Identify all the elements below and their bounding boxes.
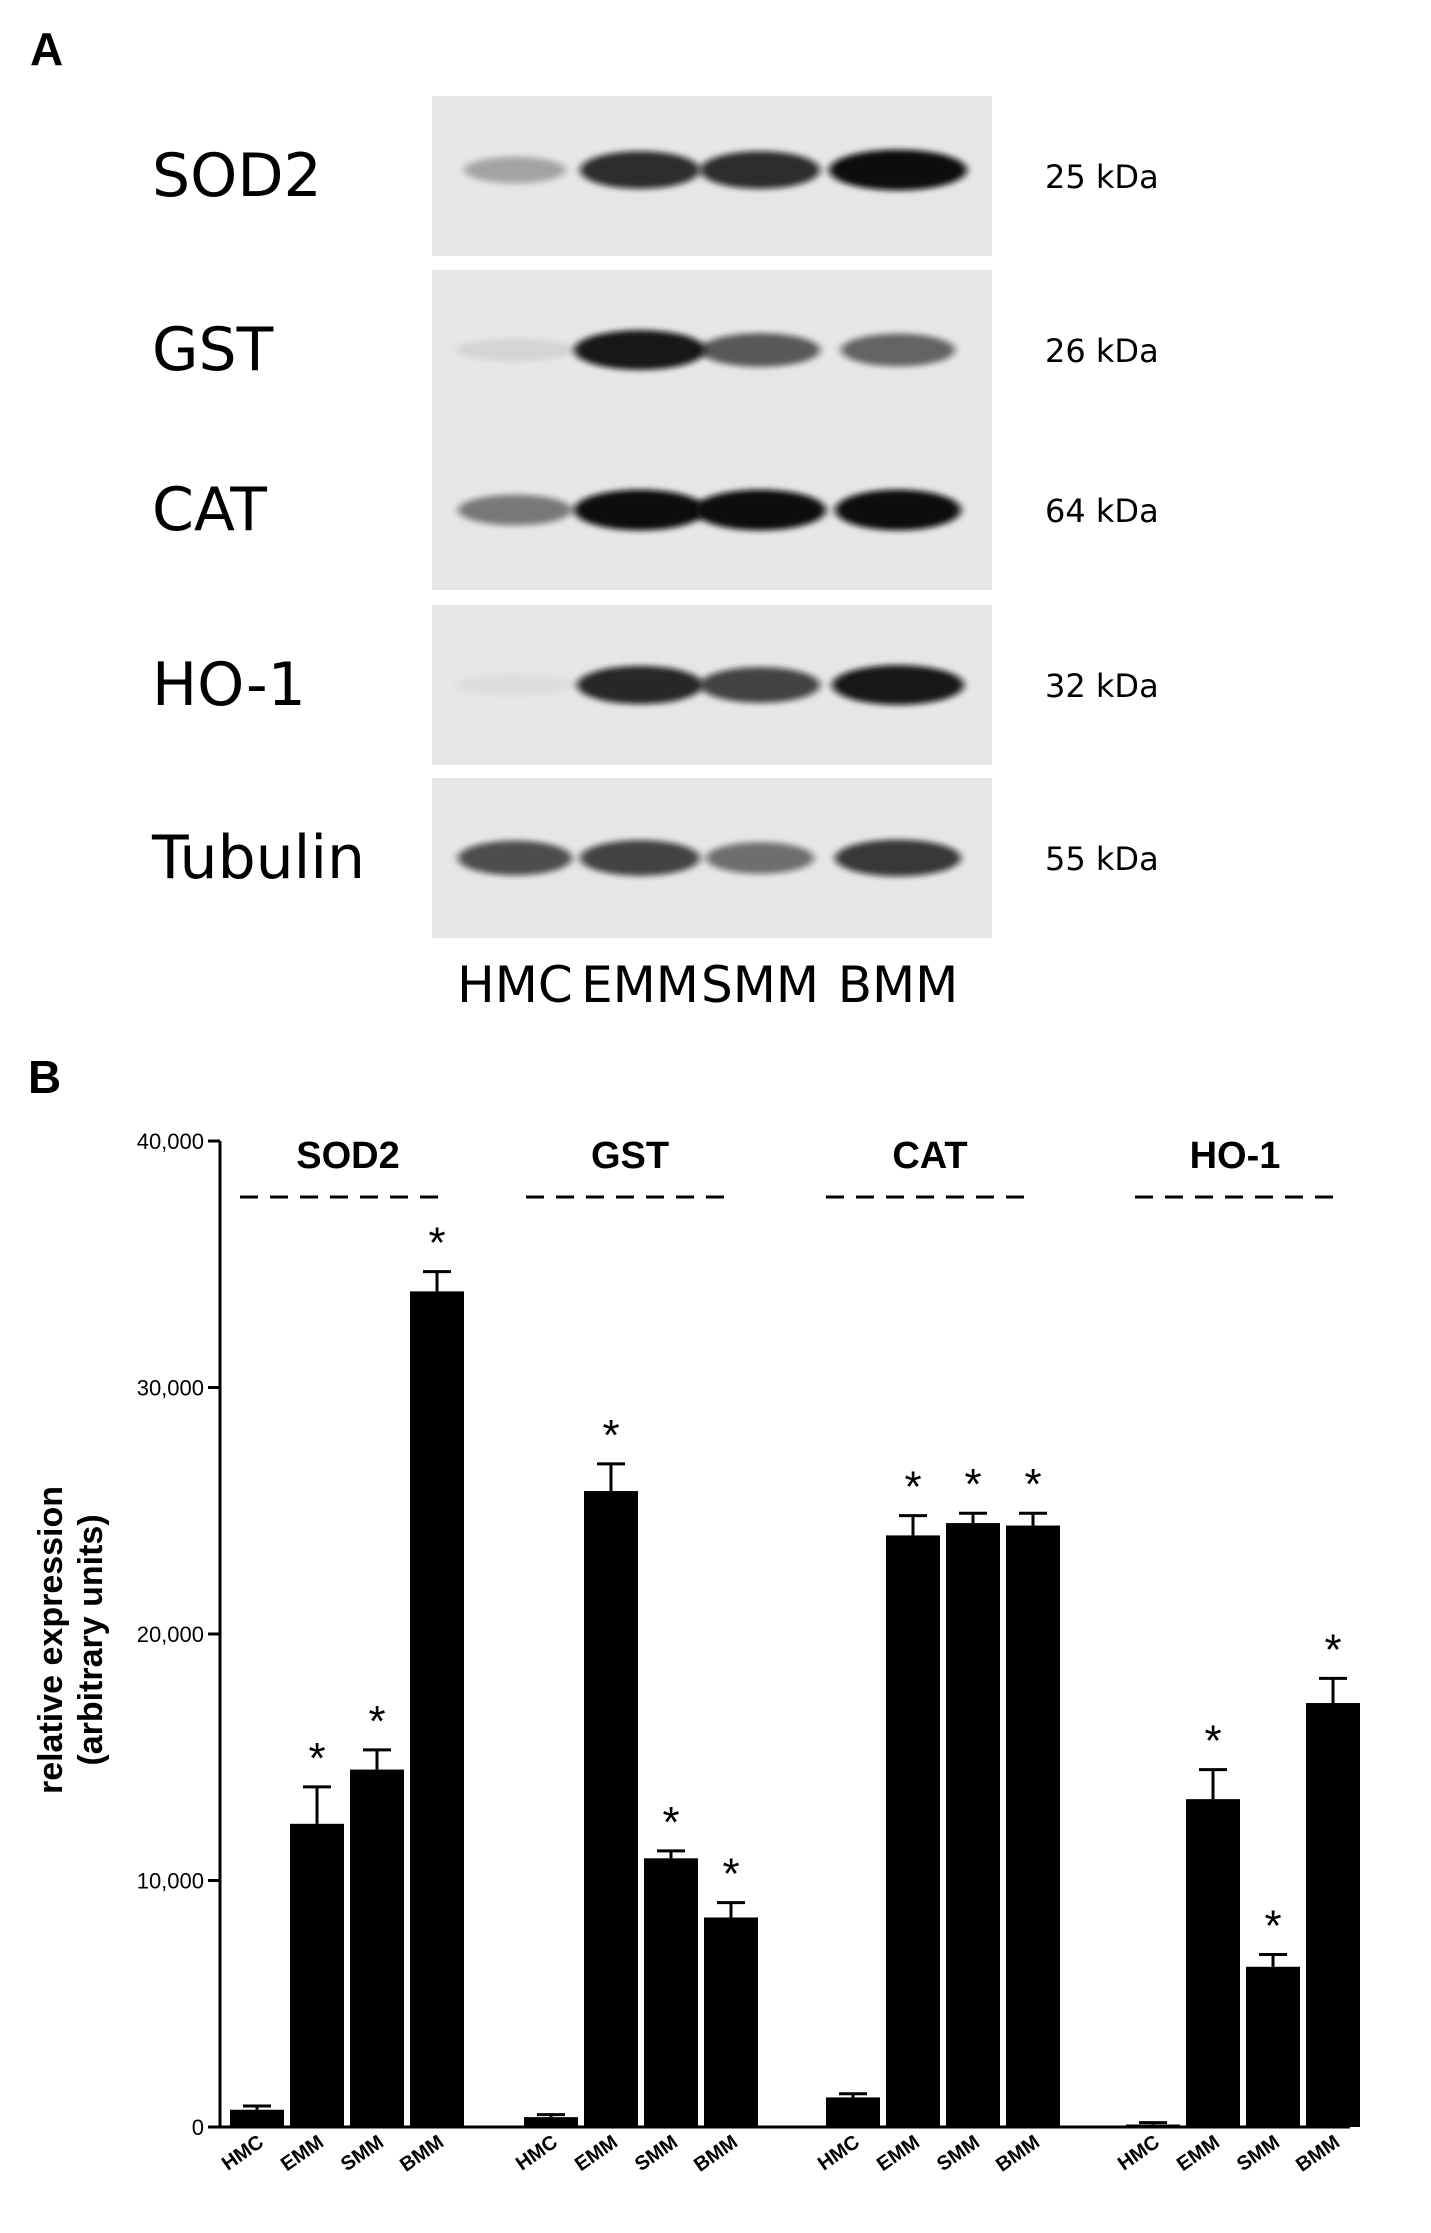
- x-tick-label: BMM: [992, 2131, 1044, 2176]
- significance-marker: *: [308, 1734, 325, 1783]
- significance-marker: *: [722, 1850, 739, 1899]
- band-cat-hmc: [458, 494, 572, 526]
- x-tick-label: HMC: [814, 2131, 864, 2175]
- kda-label: 64 kDa: [1045, 492, 1159, 530]
- kda-label: 32 kDa: [1045, 667, 1159, 705]
- x-tick-label: SMM: [631, 2131, 682, 2176]
- lane-label: BMM: [838, 956, 959, 1014]
- band-gst-bmm: [841, 333, 955, 367]
- protein-label: GST: [152, 315, 274, 385]
- significance-marker: *: [1324, 1625, 1341, 1674]
- significance-marker: *: [1204, 1717, 1221, 1766]
- lane-label: EMM: [581, 956, 699, 1014]
- band-ho-1-smm: [700, 667, 820, 703]
- band-cat-bmm: [835, 489, 961, 531]
- kda-label: 55 kDa: [1045, 840, 1159, 878]
- bar-cat-bmm: [1006, 1525, 1060, 2127]
- y-tick-label: 20,000: [137, 1622, 204, 1647]
- y-axis-label-line: (arbitrary units): [72, 1514, 110, 1765]
- kda-label: 25 kDa: [1045, 158, 1159, 196]
- y-axis-label: relative expression(arbitrary units): [32, 1486, 110, 1794]
- lane-label: HMC: [457, 956, 573, 1014]
- bar-cat-hmc: [826, 2097, 880, 2127]
- band-tubulin-hmc: [458, 840, 572, 876]
- group-title: GST: [591, 1135, 669, 1177]
- band-tubulin-bmm: [835, 839, 961, 877]
- y-axis-label-line: relative expression: [32, 1486, 70, 1794]
- x-tick-label: BMM: [1292, 2131, 1344, 2176]
- bar-cat-smm: [946, 1523, 1000, 2127]
- significance-marker: *: [602, 1411, 619, 1460]
- bar-sod2-bmm: [410, 1291, 464, 2127]
- bar-gst-smm: [644, 1858, 698, 2127]
- y-tick-label: 40,000: [137, 1129, 204, 1154]
- protein-label: Tubulin: [151, 823, 365, 893]
- band-tubulin-emm: [580, 840, 700, 876]
- band-tubulin-smm: [706, 842, 814, 874]
- band-gst-hmc: [455, 338, 575, 362]
- kda-label: 26 kDa: [1045, 332, 1159, 370]
- band-sod2-emm: [580, 151, 700, 189]
- x-tick-label: EMM: [571, 2131, 622, 2176]
- band-ho-1-emm: [577, 665, 703, 705]
- significance-marker: *: [1024, 1460, 1041, 1509]
- y-tick-label: 30,000: [137, 1376, 204, 1401]
- x-tick-label: SMM: [337, 2131, 388, 2176]
- y-tick-label: 0: [192, 2115, 204, 2140]
- band-cat-smm: [694, 489, 826, 531]
- group-title: SOD2: [296, 1135, 399, 1177]
- x-tick-label: HMC: [218, 2131, 268, 2175]
- x-tick-label: HMC: [1114, 2131, 1164, 2175]
- significance-marker: *: [428, 1219, 445, 1268]
- significance-marker: *: [1264, 1901, 1281, 1950]
- bar-gst-bmm: [704, 1917, 758, 2127]
- significance-marker: *: [964, 1460, 981, 1509]
- band-ho-1-hmc: [455, 674, 575, 696]
- protein-label: CAT: [152, 475, 267, 545]
- bar-gst-hmc: [524, 2117, 578, 2127]
- bar-sod2-hmc: [230, 2109, 284, 2127]
- bar-ho-1-emm: [1186, 1799, 1240, 2127]
- lane-label: SMM: [701, 956, 819, 1014]
- band-gst-emm: [574, 330, 706, 370]
- x-tick-label: EMM: [1173, 2131, 1224, 2176]
- group-title: HO-1: [1190, 1135, 1281, 1177]
- western-blot-panel: SOD2 25 kDa GST 26 kDa CAT 64 kDa HO-1 32 kDa Tu…: [151, 96, 1159, 1014]
- x-tick-label: HMC: [512, 2131, 562, 2175]
- significance-marker: *: [662, 1798, 679, 1847]
- band-sod2-hmc: [464, 156, 566, 184]
- bar-gst-emm: [584, 1491, 638, 2127]
- bar-ho-1-bmm: [1306, 1703, 1360, 2127]
- protein-label: SOD2: [152, 141, 322, 211]
- x-tick-label: BMM: [396, 2131, 448, 2176]
- panel-b-label: B: [28, 1051, 62, 1103]
- significance-marker: *: [904, 1463, 921, 1512]
- group-title: CAT: [892, 1135, 967, 1177]
- x-tick-label: EMM: [277, 2131, 328, 2176]
- x-tick-label: SMM: [933, 2131, 984, 2176]
- panel-a-label: A: [30, 23, 64, 75]
- bar-sod2-smm: [350, 1769, 404, 2127]
- x-tick-label: SMM: [1233, 2131, 1284, 2176]
- bar-ho-1-smm: [1246, 1966, 1300, 2127]
- protein-label: HO-1: [152, 650, 306, 720]
- band-sod2-bmm: [829, 149, 967, 191]
- x-tick-label: BMM: [690, 2131, 742, 2176]
- x-tick-label: EMM: [873, 2131, 924, 2176]
- significance-marker: *: [368, 1697, 385, 1746]
- y-tick-label: 10,000: [137, 1869, 204, 1894]
- bar-sod2-emm: [290, 1823, 344, 2127]
- band-sod2-smm: [700, 151, 820, 189]
- band-ho-1-bmm: [832, 665, 964, 705]
- bar-cat-emm: [886, 1535, 940, 2127]
- bar-chart-panel: 0 10,000 20,000 30,000 40,000 relative expres…: [32, 1129, 1360, 2176]
- band-gst-smm: [700, 333, 820, 367]
- band-cat-emm: [574, 489, 706, 531]
